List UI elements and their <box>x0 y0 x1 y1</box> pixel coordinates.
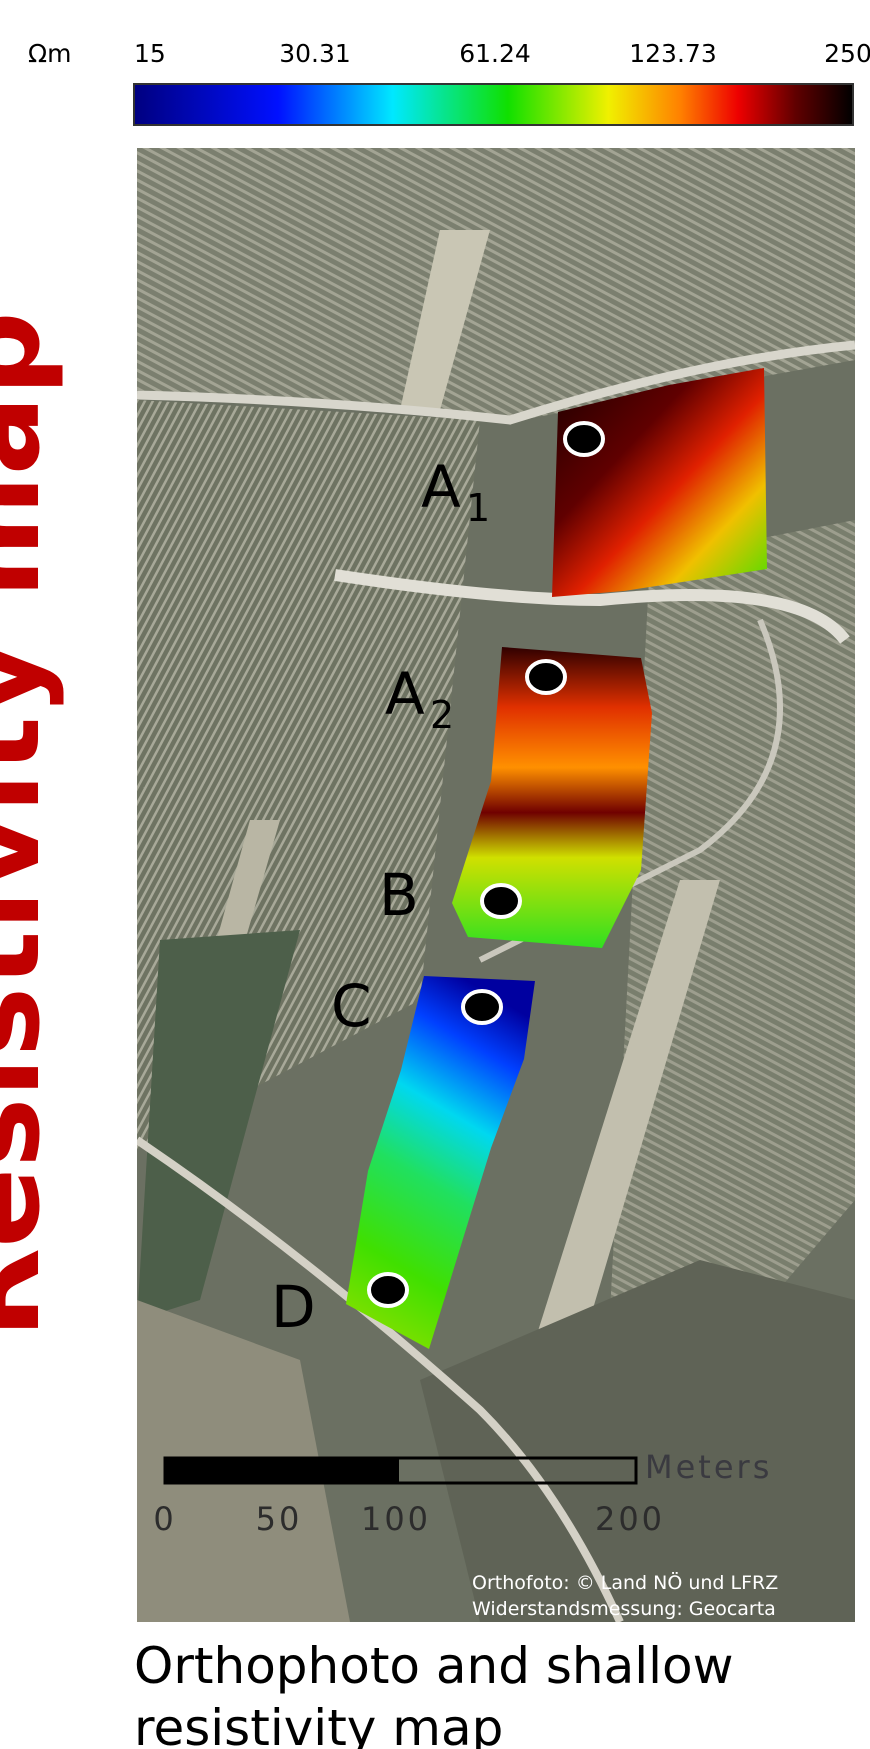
colorbar-label: 61.24 <box>459 39 531 68</box>
page: { "side_title": "Resistivity map", "colo… <box>0 0 870 1749</box>
scale-bar-fill <box>165 1458 399 1483</box>
site-dot <box>369 1274 407 1306</box>
site-subscript: 1 <box>466 486 490 530</box>
site-label: D <box>271 1273 316 1341</box>
scale-label: 0 <box>153 1500 176 1538</box>
site-label: B <box>379 861 419 929</box>
colorbar-label: 123.73 <box>629 39 716 68</box>
scale-label: 200 <box>595 1500 665 1538</box>
credit-line: Widerstandsmessung: Geocarta <box>472 1598 776 1620</box>
caption-line: resistivity map <box>134 1699 503 1749</box>
colorbar-unit: Ωm <box>28 39 71 68</box>
colorbar <box>134 84 853 125</box>
scale-unit: Meters <box>645 1448 772 1486</box>
site-dot <box>565 423 603 455</box>
site-label: C <box>331 972 372 1040</box>
figure: Resistivity map Ωm 1530.3161.24123.73250… <box>0 0 870 1749</box>
colorbar-label: 250 <box>824 39 870 68</box>
side-title: Resistivity map <box>0 311 66 1339</box>
site-dot <box>527 661 565 693</box>
site-subscript: 2 <box>430 693 454 737</box>
site-dot <box>482 885 520 917</box>
site-label: A <box>421 453 461 521</box>
scale-label: 100 <box>361 1500 431 1538</box>
credit-line: Orthofoto: © Land NÖ und LFRZ <box>472 1571 778 1594</box>
colorbar-label: 30.31 <box>279 39 351 68</box>
site-dot <box>463 991 501 1023</box>
site-label: A <box>385 660 425 728</box>
caption-line: Orthophoto and shallow <box>134 1637 734 1695</box>
colorbar-label: 15 <box>134 39 166 68</box>
colorbar-labels: 15 30.31 61.24 123.73 250 <box>134 39 870 68</box>
scale-label: 50 <box>256 1500 303 1538</box>
